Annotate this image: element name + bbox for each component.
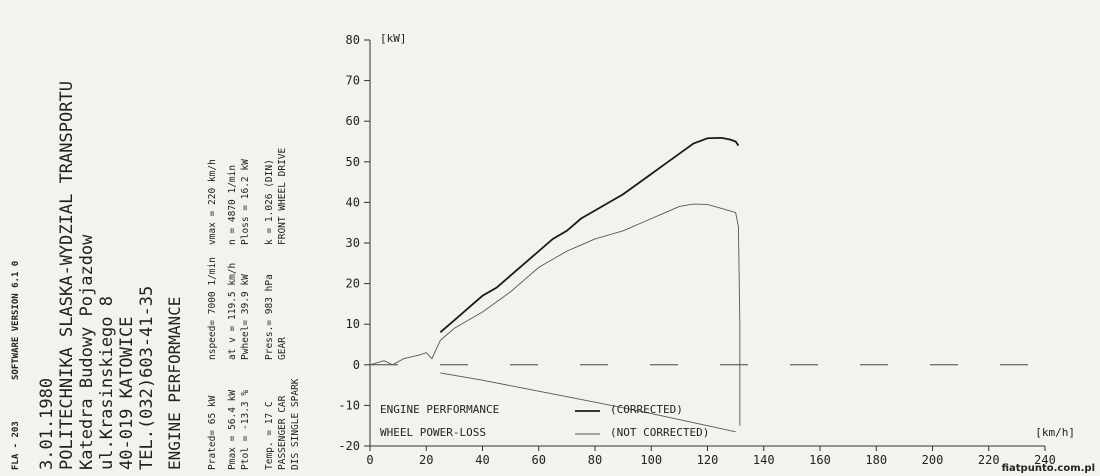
- parameter: n = 4870 1/min: [227, 165, 238, 245]
- x-tick-label: 200: [922, 453, 944, 467]
- y-tick-label: 40: [346, 195, 360, 209]
- header-line: ul.Krasinskiego 8: [97, 296, 117, 470]
- x-tick-label: 80: [588, 453, 602, 467]
- x-tick-label: 100: [640, 453, 662, 467]
- parameter: FRONT WHEEL DRIVE: [277, 147, 288, 245]
- parameter: Ptol = -13.3 %: [240, 390, 251, 470]
- legend-note: (NOT CORRECTED): [610, 426, 709, 439]
- x-tick-label: 180: [865, 453, 887, 467]
- x-tick-label: 240: [1034, 453, 1056, 467]
- parameter: k = 1.026 (DIN): [264, 159, 275, 245]
- parameter: DIS SINGLE SPARK: [290, 378, 301, 470]
- series-line: [369, 203, 741, 426]
- parameter: PASSENGER CAR: [277, 395, 288, 470]
- header-line: POLITECHNIKA SLASKA-WYDZIAL TRANSPORTU: [57, 81, 77, 470]
- legend-label: WHEEL POWER-LOSS: [380, 426, 486, 439]
- parameter: Ploss = 16.2 kW: [240, 159, 251, 245]
- y-tick-label: 70: [346, 74, 360, 88]
- header-line: 40-019 KATOWICE: [117, 316, 137, 470]
- legend-note: (CORRECTED): [610, 403, 683, 416]
- parameter: at v = 119.5 km/h: [227, 263, 238, 360]
- y-tick-label: 10: [346, 317, 360, 331]
- y-tick-label: 20: [346, 277, 360, 291]
- parameter: nspeed= 7000 1/min: [207, 257, 218, 360]
- x-tick-label: 140: [753, 453, 775, 467]
- legend-label: ENGINE PERFORMANCE: [380, 403, 499, 416]
- y-tick-label: 50: [346, 155, 360, 169]
- x-tick-label: 40: [475, 453, 489, 467]
- parameter: Prated= 65 kW: [207, 395, 218, 470]
- y-tick-label: -10: [338, 398, 360, 412]
- parameter: GEAR: [277, 337, 288, 360]
- x-tick-label: 0: [366, 453, 373, 467]
- y-unit: [kW]: [380, 32, 407, 45]
- section-title: ENGINE PERFORMANCE: [165, 297, 184, 470]
- software-info: SOFTWARE VERSION 6.1 0: [11, 261, 21, 380]
- y-tick-label: 60: [346, 114, 360, 128]
- watermark: fiatpunto.com.pl: [1002, 463, 1095, 474]
- series-line: [440, 372, 736, 433]
- x-tick-label: 220: [978, 453, 1000, 467]
- parameter: Temp. = 17 C: [264, 401, 275, 470]
- header-line: 3.01.1980: [37, 378, 57, 470]
- y-tick-label: 0: [353, 358, 360, 372]
- header-line: Katedra Budowy Pojazdow: [77, 234, 97, 470]
- x-tick-label: 60: [532, 453, 546, 467]
- y-tick-label: -20: [338, 439, 360, 453]
- parameter: Pmax = 56.4 kW: [227, 390, 238, 470]
- x-unit: [km/h]: [1035, 426, 1075, 439]
- series-line: [439, 136, 740, 334]
- y-tick-label: 30: [346, 236, 360, 250]
- parameter: Pwheel= 39.9 kW: [240, 274, 251, 360]
- x-tick-label: 160: [809, 453, 831, 467]
- header-line: TEL.(032)603-41-35: [137, 286, 157, 470]
- software-info: FLA - 203: [11, 421, 21, 470]
- y-tick-label: 80: [346, 33, 360, 47]
- x-tick-label: 120: [697, 453, 719, 467]
- x-tick-label: 20: [419, 453, 433, 467]
- parameter: Press.= 983 hPa: [264, 274, 275, 360]
- parameter: vmax = 220 km/h: [207, 159, 218, 245]
